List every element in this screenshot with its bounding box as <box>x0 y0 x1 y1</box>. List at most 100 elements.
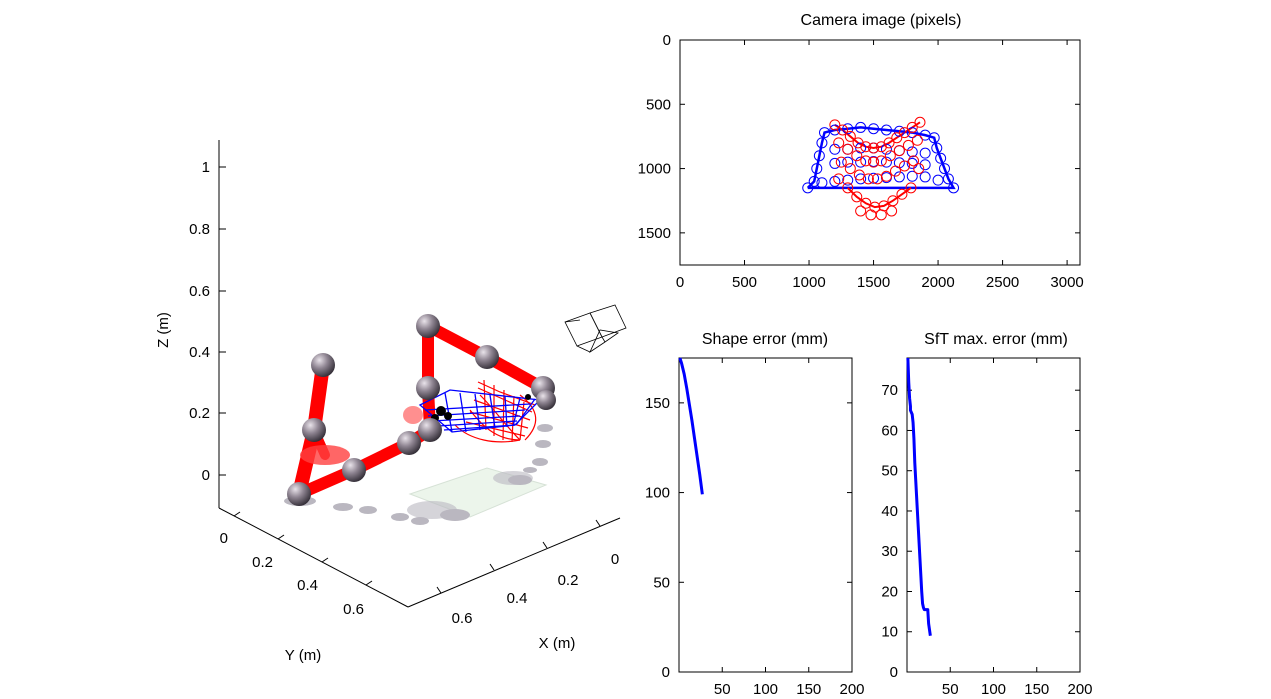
y-tick-label: 50 <box>881 463 898 480</box>
red-point <box>833 173 845 185</box>
red-point <box>833 137 845 149</box>
floor-shadows <box>284 424 553 525</box>
blue-point <box>811 163 823 175</box>
z-tick-label: 0 <box>202 467 210 484</box>
camera-image-chart: Camera image (pixels) 0 500 1000 1500 2000 25… <box>638 12 1084 291</box>
red-point <box>911 134 923 146</box>
x-tick-labels: 0 500 1000 1500 2000 2500 3000 <box>676 274 1084 291</box>
blue-point <box>919 159 931 171</box>
blue-outline <box>806 126 956 190</box>
robot-joints <box>287 314 556 506</box>
shape-error-chart: Shape error (mm) 50 100 150 200 0 50 100 150 <box>645 331 865 698</box>
blue-point <box>842 174 854 186</box>
tick-marks <box>679 39 1080 265</box>
x-tick-label: 2000 <box>921 274 954 291</box>
blue-point <box>829 143 841 155</box>
robot-links <box>292 320 551 501</box>
x-tick-marks <box>436 519 601 594</box>
chart-title: SfT max. error (mm) <box>924 331 1068 348</box>
y-tick-label: 20 <box>881 583 898 600</box>
red-point <box>905 182 917 194</box>
blue-point <box>842 123 854 135</box>
blue-point <box>829 157 841 169</box>
y-tick-label: 40 <box>881 503 898 520</box>
blue-point <box>802 182 814 194</box>
y-tick-labels: 0 500 1000 1500 <box>638 32 671 242</box>
plot-frame <box>678 357 853 673</box>
camera-icon <box>564 304 627 354</box>
x-tick-label: 150 <box>796 681 821 698</box>
tick-marks <box>679 358 853 673</box>
gripper-markers <box>431 394 531 422</box>
red-point <box>893 145 905 157</box>
y-tick-label: 150 <box>645 395 670 412</box>
blue-point <box>906 170 918 182</box>
y-tick-label: 1000 <box>638 161 671 178</box>
red-point <box>844 163 856 175</box>
y-tick-label: 0.4 <box>297 577 318 594</box>
blue-point <box>829 124 841 136</box>
blue-point <box>906 146 918 158</box>
chart-title: Shape error (mm) <box>702 331 828 348</box>
y-tick-labels: 0 50 100 150 <box>645 395 670 681</box>
red-point <box>860 155 872 167</box>
red-point <box>855 205 867 217</box>
blue-point <box>819 127 831 139</box>
x-tick-label: 100 <box>753 681 778 698</box>
red-point <box>886 205 898 217</box>
red-point <box>908 155 920 167</box>
projected-points <box>802 116 960 221</box>
true-surface-mesh <box>454 379 537 443</box>
y-tick-label: 0 <box>890 664 898 681</box>
x-tick-label: 100 <box>981 681 1006 698</box>
blue-point <box>935 152 947 164</box>
robot-base <box>300 445 350 465</box>
red-point <box>875 209 887 221</box>
red-point <box>914 116 926 128</box>
red-point <box>860 141 872 153</box>
x-tick-label: 200 <box>1067 681 1092 698</box>
blue-point <box>893 125 905 137</box>
series-line <box>906 357 932 636</box>
red-point <box>902 139 914 151</box>
x-tick-label: 0.4 <box>507 590 528 607</box>
y-tick-label: 60 <box>881 422 898 439</box>
blue-point <box>928 132 940 144</box>
y-axis-line <box>218 507 409 608</box>
red-point <box>851 191 863 203</box>
y-tick-label: 0 <box>663 32 671 49</box>
x-tick-label: 1000 <box>792 274 825 291</box>
y-tick-label: 1500 <box>638 225 671 242</box>
red-outline <box>834 121 921 150</box>
y-tick-label: 0 <box>662 664 670 681</box>
series-line <box>678 357 704 495</box>
blue-point <box>906 127 918 139</box>
blue-point <box>880 124 892 136</box>
red-point <box>837 124 849 136</box>
z-tick-label: 0.4 <box>189 344 210 361</box>
series <box>678 357 704 495</box>
red-point <box>891 132 903 144</box>
y-axis-label: Y (m) <box>285 647 321 664</box>
x-tick-label: 200 <box>839 681 864 698</box>
y-tick-label: 0 <box>220 530 228 547</box>
red-point <box>842 182 854 194</box>
red-point <box>868 156 880 168</box>
red-point <box>844 130 856 142</box>
blue-point <box>868 172 880 184</box>
y-tick-labels: 0 10 20 30 40 50 60 70 <box>881 382 898 681</box>
red-point <box>875 155 887 167</box>
red-point <box>835 156 847 168</box>
red-point <box>899 160 911 172</box>
z-tick-label: 0.6 <box>189 283 210 300</box>
x-tick-label: 50 <box>942 681 959 698</box>
red-point <box>868 142 880 154</box>
chart-title: Camera image (pixels) <box>801 12 962 29</box>
blue-point <box>919 171 931 183</box>
blue-point <box>816 137 828 149</box>
red-point <box>913 163 925 175</box>
x-axis-line <box>407 517 621 608</box>
x-axis-label: X (m) <box>539 635 576 652</box>
red-point <box>899 127 911 139</box>
